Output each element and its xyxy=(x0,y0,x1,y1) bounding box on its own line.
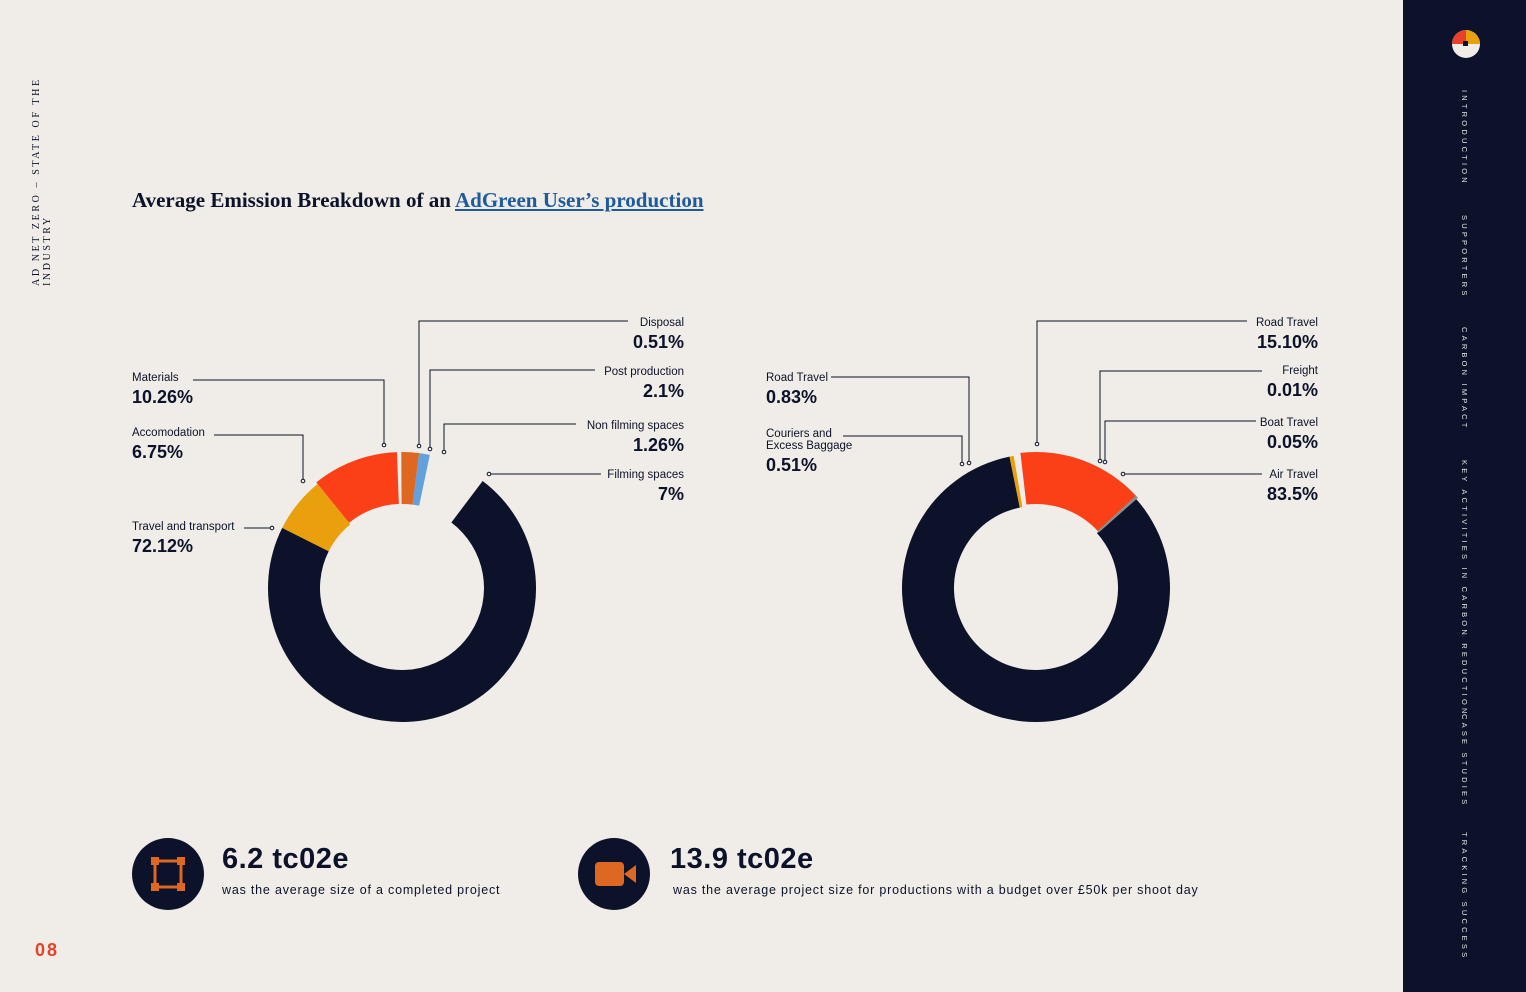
chart2-label-couriers-and-excess-baggage-1: Couriers and xyxy=(766,428,832,440)
stat-desc-budget: was the average project size for product… xyxy=(673,883,1199,897)
chart1-leader-dot-5 xyxy=(441,449,447,455)
chart1-slice-accomodation-1 xyxy=(282,483,351,552)
chart2-label-boat-travel-5: Boat Travel xyxy=(1260,417,1318,429)
chart2-leader-5 xyxy=(1104,420,1256,462)
chart1-slice-materials-2 xyxy=(316,452,399,523)
chart2-slice-boat-travel-5 xyxy=(1097,495,1138,533)
stat-value-completed: 6.2 tc02e xyxy=(222,843,350,875)
chart1-value-accomodation-1: 6.75% xyxy=(132,442,183,462)
chart1-leader-dot-2 xyxy=(381,442,387,448)
nav-carbon-impact[interactable]: CARBON IMPACT xyxy=(1460,327,1469,431)
chart2-leader-dot-1 xyxy=(959,461,965,467)
chart1-value-filming-spaces-6: 7% xyxy=(658,484,684,504)
nav-supporters[interactable]: SUPPORTERS xyxy=(1460,215,1469,299)
page-number: 08 xyxy=(35,940,60,960)
chart2-leader-dot-0 xyxy=(1120,471,1126,477)
nav-case-studies[interactable]: CASE STUDIES xyxy=(1460,714,1469,808)
adgreen-link[interactable]: AdGreen User’s production xyxy=(455,188,704,212)
chart1-value-post-production-4: 2.1% xyxy=(643,381,684,401)
video-camera-icon xyxy=(595,862,636,886)
chart2-leader-dot-2 xyxy=(966,460,972,466)
chart1-leader-3 xyxy=(418,320,628,446)
logo-icon xyxy=(1452,30,1480,58)
chart1-label-non-filming-spaces-5: Non filming spaces xyxy=(587,420,684,432)
nav-tracking-success[interactable]: TRACKING SUCCESS xyxy=(1460,832,1469,961)
emission-charts: Travel and transport 72.12% Accomodation 6.… xyxy=(132,317,1319,722)
chart1-value-materials-2: 10.26% xyxy=(132,387,193,407)
chart1-label-materials-2: Materials xyxy=(132,372,179,384)
chart1-slice-post-production-4 xyxy=(401,452,420,505)
chart1-leader-4 xyxy=(429,369,595,449)
chart2-label-road-travel-3: Road Travel xyxy=(1256,317,1318,329)
chart2-leader-1 xyxy=(843,435,963,464)
chart1-leader-5 xyxy=(443,423,576,452)
chart2-value-road-travel-3: 15.10% xyxy=(1257,332,1318,352)
chart1-value-disposal-3: 0.51% xyxy=(633,332,684,352)
video-camera-icon-badge xyxy=(578,838,650,910)
chart1-leader-dot-4 xyxy=(427,446,433,452)
chart2-value-couriers-and-excess-baggage-1: 0.51% xyxy=(766,455,817,475)
chart1-leader-2 xyxy=(193,379,385,445)
chart2-label-road-travel-2: Road Travel xyxy=(766,372,828,384)
chart1-leader-dot-0 xyxy=(269,525,275,531)
chart1-label-disposal-3: Disposal xyxy=(640,317,684,329)
chart1-slice-travel-and-transport-0 xyxy=(267,480,536,722)
chart2-slice-road-travel-3 xyxy=(1020,452,1137,532)
nav-introduction[interactable]: INTRODUCTION xyxy=(1460,90,1469,186)
chart1-label-post-production-4: Post production xyxy=(604,366,684,378)
chart2-value-air-travel-0: 83.5% xyxy=(1267,484,1318,504)
chart2-label-air-travel-0: Air Travel xyxy=(1269,469,1318,481)
chart2-slice-air-travel-0 xyxy=(902,456,1170,722)
chart1-leader-dot-6 xyxy=(486,471,492,477)
stat-desc-completed: was the average size of a completed proj… xyxy=(222,883,501,897)
chart1-label-accomodation-1: Accomodation xyxy=(132,427,205,439)
chart1-value-travel-and-transport-0: 72.12% xyxy=(132,536,193,556)
chart2-value-boat-travel-5: 0.05% xyxy=(1267,432,1318,452)
chart2-value-freight-4: 0.01% xyxy=(1267,380,1318,400)
chart2-leader-4 xyxy=(1099,370,1262,461)
chart1-label-filming-spaces-6: Filming spaces xyxy=(607,469,684,481)
chart1-leader-dot-1 xyxy=(300,478,306,484)
stat-value-budget: 13.9 tc02e xyxy=(670,843,814,875)
chart2-label-freight-4: Freight xyxy=(1282,365,1319,377)
chart1-leader-dot-3 xyxy=(416,443,422,449)
chart1-value-non-filming-spaces-5: 1.26% xyxy=(633,435,684,455)
chart2-leader-dot-4 xyxy=(1097,458,1103,464)
frame-icon-badge xyxy=(132,838,204,910)
chart2-label-couriers-and-excess-baggage-1: Excess Baggage xyxy=(766,440,852,452)
chart2-value-road-travel-2: 0.83% xyxy=(766,387,817,407)
frame-icon xyxy=(151,857,185,891)
chart2-leader-2 xyxy=(831,376,970,463)
nav-key-activities[interactable]: KEY ACTIVITIES IN CARBON REDUCTION xyxy=(1460,460,1469,717)
chart1-slice-non-filming-spaces-5 xyxy=(412,453,430,506)
chart2-leader-3 xyxy=(1036,320,1247,444)
chart2-leader-dot-3 xyxy=(1034,441,1040,447)
page-title: Average Emission Breakdown of an AdGreen… xyxy=(132,188,704,213)
chart1-leader-1 xyxy=(214,434,304,481)
chart1-label-travel-and-transport-0: Travel and transport xyxy=(132,521,235,533)
title-prefix: Average Emission Breakdown of an xyxy=(132,188,455,212)
chart2-slice-couriers-and-excess-baggage-1 xyxy=(1009,455,1023,508)
sidebar-nav: INTRODUCTION SUPPORTERS CARBON IMPACT KE… xyxy=(1403,0,1526,992)
chart2-leader-dot-5 xyxy=(1102,459,1108,465)
